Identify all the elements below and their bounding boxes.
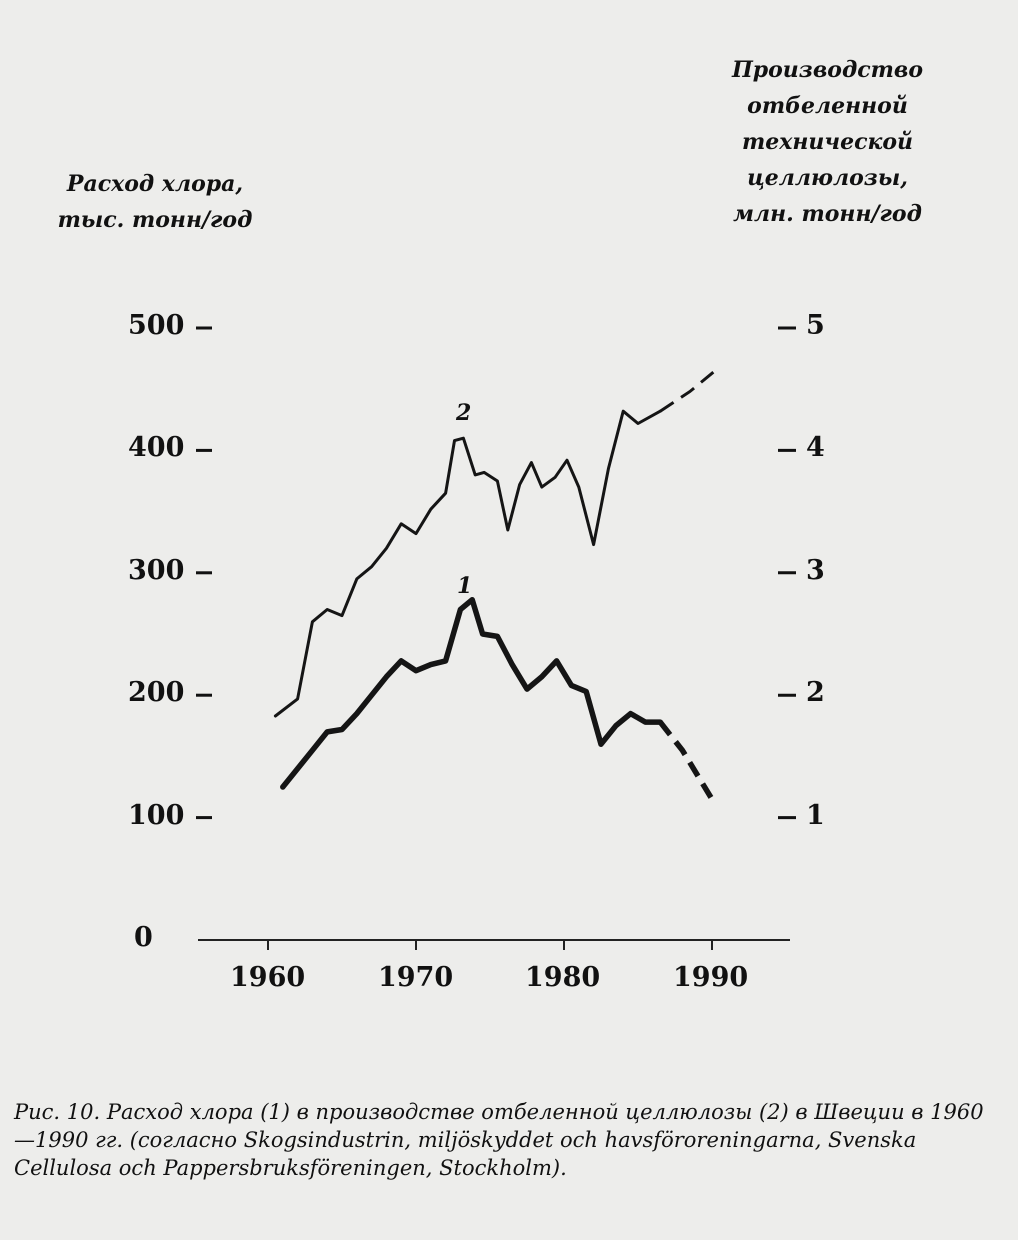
right-axis-title-line: млн. тонн/год [733,201,922,227]
right-axis-title: Производство отбеленной технической целл… [700,52,955,232]
y-right-tick-label: 5 [806,310,825,341]
x-tick-label: 1970 [378,962,454,993]
y-left-tick-label: 200 [128,677,185,708]
y-right-tick-label: 4 [806,432,825,463]
right-axis-title-line: технической [741,129,914,155]
series-label-1: 1 [457,573,473,599]
right-axis-title-line: отбеленной [747,93,908,119]
x-tick-label: 1980 [525,962,601,993]
left-axis-title-line: Расход хлора, [66,171,244,197]
y-right-tick-label: 1 [806,800,825,831]
y-left-tick-label: 0 [134,922,153,953]
x-tick-label: 1960 [230,962,306,993]
series-1-projection [658,720,715,801]
chart-canvas [196,326,796,950]
series-2-projection [659,366,721,413]
y-left-tick-label: 500 [128,310,185,341]
series-1-line [280,596,663,790]
y-left-tick-label: 400 [128,432,185,463]
left-axis-title-line: тыс. тонн/год [57,207,253,233]
y-left-tick-label: 300 [128,555,185,586]
y-left-tick-label: 100 [128,800,185,831]
right-axis-title-line: Производство [731,57,924,83]
x-tick-label: 1990 [673,962,749,993]
series-2-line [273,409,662,718]
left-axis-title: Расход хлора, тыс. тонн/год [30,166,280,238]
y-right-tick-label: 2 [806,677,825,708]
figure-caption: Рис. 10. Расход хлора (1) в производстве… [14,1100,984,1180]
right-axis-title-line: целлюлозы, [747,165,908,191]
y-right-tick-label: 3 [806,555,825,586]
series-label-2: 2 [456,400,472,426]
